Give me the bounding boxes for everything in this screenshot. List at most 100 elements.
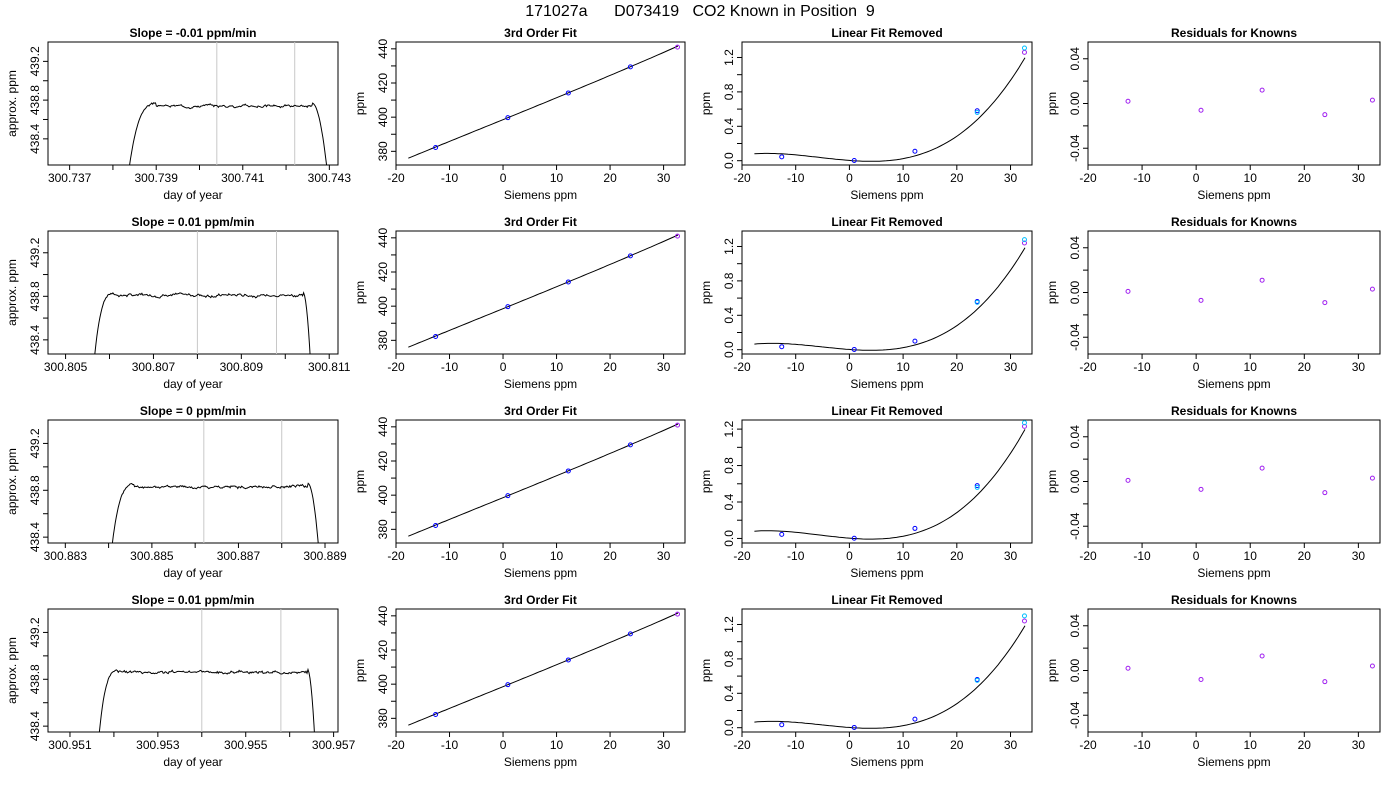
plot-frame: [395, 230, 686, 355]
plot-frame: [395, 608, 686, 733]
x-tick-label: 300.883: [44, 549, 88, 563]
data-point: [1198, 107, 1204, 113]
y-tick-label: 438.4: [28, 124, 42, 154]
data-point: [433, 144, 439, 150]
plot-frame: [741, 41, 1033, 166]
data-point: [1322, 112, 1328, 118]
x-tick-label: 300.957: [312, 738, 356, 752]
data-point: [1021, 618, 1027, 624]
y-tick-label: 0.8: [722, 457, 736, 474]
x-axis-label: Siemens ppm: [504, 377, 577, 391]
plot-frame: [395, 419, 686, 544]
data-point: [912, 148, 918, 154]
panel-title: Linear Fit Removed: [831, 404, 942, 418]
data-point: [1021, 45, 1027, 51]
y-tick-label: 438.8: [28, 475, 42, 505]
plot-frame: [1087, 230, 1381, 355]
x-tick-label: 300.885: [130, 549, 174, 563]
y-tick-label: 0.0: [722, 530, 736, 547]
x-tick-label: 300.955: [224, 738, 268, 752]
x-tick-label: 20: [603, 738, 617, 752]
x-tick-label: 30: [657, 171, 671, 185]
x-axis-label: day of year: [163, 566, 222, 580]
fit-curve: [408, 45, 679, 159]
plot-area: [1125, 277, 1375, 306]
fit-curve: [754, 57, 1026, 162]
x-tick-label: -10: [441, 549, 459, 563]
x-tick-label: 300.739: [135, 171, 179, 185]
plot-area: [111, 420, 319, 543]
data-point: [1021, 420, 1027, 426]
data-point: [912, 716, 918, 722]
panel-title: Residuals for Knowns: [1171, 404, 1297, 418]
y-axis-label: ppm: [1045, 281, 1059, 304]
x-tick-label: 30: [1004, 549, 1018, 563]
x-tick-label: 10: [896, 738, 910, 752]
panel-title: Residuals for Knowns: [1171, 593, 1297, 607]
data-point: [675, 611, 681, 617]
y-tick-label: -0.04: [1068, 134, 1082, 162]
data-point: [779, 344, 785, 350]
x-tick-label: -20: [387, 360, 405, 374]
x-tick-label: 0: [846, 549, 853, 563]
y-tick-label: 0.04: [1068, 236, 1082, 260]
fit-curve: [754, 247, 1026, 351]
fit-curve: [408, 423, 679, 537]
y-tick-label: 420: [376, 73, 390, 93]
y-tick-label: 438.4: [28, 325, 42, 355]
x-tick-label: -20: [733, 360, 751, 374]
data-point: [565, 468, 571, 474]
plot-area: [1125, 87, 1375, 118]
y-tick-label: 0.00: [1068, 469, 1082, 493]
y-tick-label: 420: [376, 451, 390, 471]
y-tick-label: 440: [376, 228, 390, 248]
x-tick-label: 300.811: [308, 360, 351, 374]
y-tick-label: 0.8: [722, 83, 736, 100]
y-tick-label: 420: [376, 640, 390, 660]
panel-2-3: 3rd Order Fit -20 -10 0 10 20 30 380 400 420 440 Si…: [353, 404, 686, 580]
data-point: [433, 522, 439, 528]
plot-area: [129, 42, 328, 165]
x-tick-label: 0: [846, 171, 853, 185]
panel-title: Slope = 0.01 ppm/min: [131, 215, 254, 229]
data-point: [851, 346, 857, 352]
x-tick-label: 0: [500, 360, 507, 374]
x-axis-label: Siemens ppm: [850, 755, 923, 769]
data-point: [1259, 465, 1265, 471]
x-tick-label: -10: [1133, 360, 1151, 374]
data-point: [675, 44, 681, 50]
x-tick-label: 10: [896, 360, 910, 374]
x-tick-label: 300.807: [132, 360, 176, 374]
y-axis-label: ppm: [699, 92, 713, 115]
y-axis-label: approx. ppm: [5, 448, 19, 515]
plot-frame: [1087, 41, 1381, 166]
x-tick-label: 20: [603, 360, 617, 374]
data-point: [851, 535, 857, 541]
x-axis-label: Siemens ppm: [504, 188, 577, 202]
x-tick-label: 0: [1193, 738, 1200, 752]
panel-title: Slope = -0.01 ppm/min: [129, 26, 256, 40]
data-point: [565, 279, 571, 285]
data-point: [1198, 486, 1204, 492]
x-tick-label: 10: [550, 738, 564, 752]
plot-area: [754, 45, 1027, 164]
data-point: [1259, 277, 1265, 283]
y-axis-label: approx. ppm: [5, 637, 19, 704]
x-tick-label: 10: [1244, 738, 1258, 752]
y-tick-label: 0.00: [1068, 280, 1082, 304]
plot-frame: [47, 608, 339, 733]
panel-title: Residuals for Knowns: [1171, 215, 1297, 229]
x-tick-label: 10: [896, 171, 910, 185]
x-tick-label: -10: [441, 360, 459, 374]
data-point: [1021, 240, 1027, 246]
y-tick-label: -0.04: [1068, 512, 1082, 540]
plot-frame: [395, 41, 686, 166]
data-point: [1125, 98, 1131, 104]
x-tick-label: 300.741: [221, 171, 265, 185]
x-tick-label: -10: [787, 738, 805, 752]
y-axis-label: approx. ppm: [5, 259, 19, 326]
plot-area: [98, 609, 315, 732]
data-point: [433, 333, 439, 339]
x-axis-label: Siemens ppm: [1197, 566, 1270, 580]
data-point: [627, 253, 633, 259]
